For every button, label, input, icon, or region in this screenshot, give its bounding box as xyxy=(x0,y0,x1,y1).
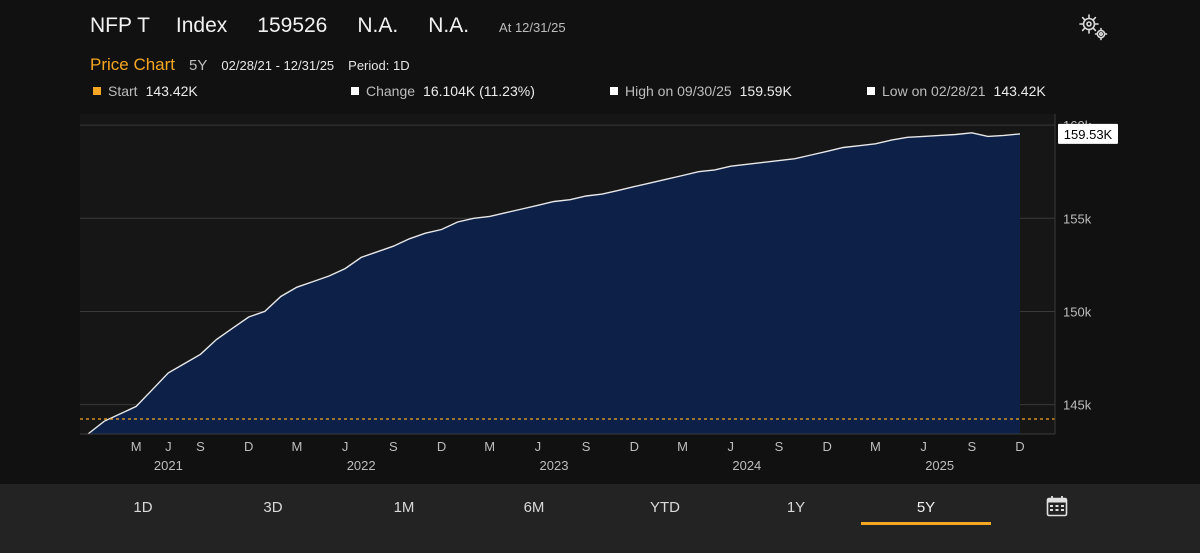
legend-low-value: 143.42K xyxy=(993,83,1046,99)
x-tick-label: M xyxy=(484,439,495,454)
chart-subheader: Price Chart 5Y 02/28/21 - 12/31/25 Perio… xyxy=(90,55,410,75)
tab-1y[interactable]: 1Y xyxy=(786,499,806,516)
x-axis: M J S D M J S D M J S D M J S D M J S D 2021 2022 2023 2024 2025 xyxy=(80,433,1055,473)
x-tick-label: D xyxy=(244,439,253,454)
x-tick-label: J xyxy=(728,439,735,454)
price-line xyxy=(87,132,1021,435)
x-tick-label: S xyxy=(967,439,976,454)
year-label: 2023 xyxy=(540,458,569,473)
start-swatch xyxy=(93,87,101,95)
last-value-box xyxy=(1058,123,1118,144)
tab-ytd[interactable]: YTD xyxy=(650,499,680,516)
y-tick-label: 155k xyxy=(1063,211,1092,226)
change-swatch xyxy=(351,87,359,95)
price-chart[interactable]: 145k150k155k160k MJSDMJSDMJSDMJSDMJSD202… xyxy=(0,0,1200,484)
calendar-icon[interactable] xyxy=(1046,495,1068,517)
x-tick-label: J xyxy=(535,439,542,454)
chart-legend: Start 143.42K Change 16.104K (11.23%) Hi… xyxy=(0,83,1200,101)
legend-high: High on 09/30/25 159.59K xyxy=(610,83,792,99)
ticker: NFP T xyxy=(90,14,150,37)
x-tick-label: S xyxy=(389,439,398,454)
gear-icon[interactable] xyxy=(1078,13,1110,43)
legend-high-value: 159.59K xyxy=(739,83,792,99)
legend-change: Change 16.104K (11.23%) xyxy=(351,83,535,99)
tab-3d[interactable]: 3D xyxy=(263,499,283,516)
header: NFP T Index 159526 N.A. N.A. At 12/31/25 xyxy=(90,14,566,44)
year-label: 2022 xyxy=(347,458,376,473)
x-tick-label: M xyxy=(131,439,142,454)
x-tick-label: J xyxy=(165,439,172,454)
low-swatch xyxy=(867,87,875,95)
chart-title: Price Chart xyxy=(90,55,176,74)
net-change: N.A. xyxy=(357,14,399,37)
legend-start: Start 143.42K xyxy=(93,83,198,99)
last-value-text: 159.53K xyxy=(1064,127,1113,142)
tab-1m[interactable]: 1M xyxy=(393,499,415,516)
legend-low: Low on 02/28/21 143.42K xyxy=(867,83,1046,99)
as-of-date: At 12/31/25 xyxy=(499,20,566,35)
period: Period: 1D xyxy=(348,58,410,73)
y-tick-label: 150k xyxy=(1063,304,1092,319)
tab-1d[interactable]: 1D xyxy=(133,499,153,516)
tab-6m[interactable]: 6M xyxy=(523,499,545,516)
x-tick-label: D xyxy=(822,439,831,454)
security-type: Index xyxy=(175,14,228,37)
year-label: 2024 xyxy=(732,458,761,473)
year-label: 2025 xyxy=(925,458,954,473)
legend-start-label: Start xyxy=(108,83,138,99)
legend-low-label: Low on 02/28/21 xyxy=(882,83,986,99)
y-axis: 145k150k155k160k xyxy=(1063,118,1092,412)
pct-change: N.A. xyxy=(428,14,470,37)
legend-start-value: 143.42K xyxy=(145,83,198,99)
x-tick-label: D xyxy=(1015,439,1024,454)
last-value: 159526 xyxy=(257,14,328,37)
x-tick-label: J xyxy=(342,439,349,454)
x-tick-label: S xyxy=(582,439,591,454)
legend-change-label: Change xyxy=(366,83,416,99)
x-tick-label: M xyxy=(677,439,688,454)
x-tick-label: S xyxy=(775,439,784,454)
price-area xyxy=(88,132,1020,435)
x-tick-label: J xyxy=(920,439,927,454)
x-tick-label: D xyxy=(630,439,639,454)
active-tab-indicator xyxy=(861,522,991,525)
high-swatch xyxy=(610,87,618,95)
year-label: 2021 xyxy=(154,458,183,473)
x-tick-label: M xyxy=(291,439,302,454)
y-tick-label: 145k xyxy=(1063,398,1092,413)
chart-span: 5Y xyxy=(189,57,208,74)
range-tab-bar: 1D 3D 1M 6M YTD 1Y 5Y xyxy=(0,484,1200,553)
legend-change-value: 16.104K (11.23%) xyxy=(423,83,535,99)
x-tick-label: S xyxy=(196,439,205,454)
legend-high-label: High on 09/30/25 xyxy=(625,83,732,99)
tab-5y[interactable]: 5Y xyxy=(916,499,936,516)
date-range: 02/28/21 - 12/31/25 xyxy=(221,58,335,73)
x-tick-label: D xyxy=(437,439,446,454)
x-tick-label: M xyxy=(870,439,881,454)
last-value-tag: 159.53K xyxy=(1058,123,1118,144)
